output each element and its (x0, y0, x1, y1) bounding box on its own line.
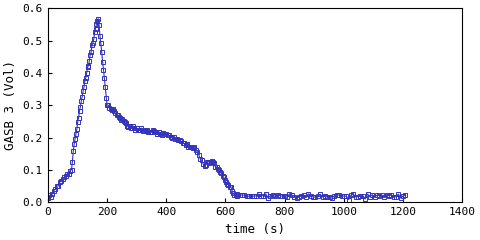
X-axis label: time (s): time (s) (225, 223, 285, 236)
Y-axis label: GASB 3 (Vol): GASB 3 (Vol) (4, 60, 17, 150)
